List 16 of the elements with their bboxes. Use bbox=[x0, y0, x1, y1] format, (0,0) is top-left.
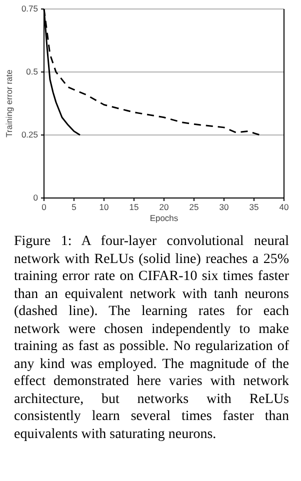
x-tick-label: 20 bbox=[159, 202, 169, 212]
x-tick-label: 15 bbox=[129, 202, 139, 212]
x-tick-label: 35 bbox=[249, 202, 259, 212]
x-tick-label: 0 bbox=[42, 202, 47, 212]
x-tick-label: 40 bbox=[279, 202, 289, 212]
x-tick-label: 5 bbox=[72, 202, 77, 212]
text: Figure 1: A four-layer convolutional neural network with ReLUs (solid line) reaches a 25% training error rate on CIFAR-10 six times faster than an equivalent network with tanh neurons (dashed line). The learning rates for each network were chosen independently to make training as fast as possible. No regularization of any kind was employed. The magnitude of the effect demonstrated here varies with network architecture, but networks with ReLUs consistently learn several times faster than equivalents with saturating neurons. bbox=[14, 234, 289, 442]
y-axis-title: Training error rate bbox=[4, 69, 14, 138]
x-axis-title: Epochs bbox=[150, 213, 178, 223]
y-tick-label: 0.75 bbox=[21, 4, 38, 14]
y-tick-label: 0.25 bbox=[21, 130, 38, 140]
y-tick-label: 0 bbox=[33, 192, 38, 203]
x-tick-label: 25 bbox=[189, 202, 199, 212]
x-tick-label: 30 bbox=[219, 202, 229, 212]
y-tick-label: 0.5 bbox=[26, 66, 38, 77]
x-tick-label: 10 bbox=[99, 202, 109, 212]
